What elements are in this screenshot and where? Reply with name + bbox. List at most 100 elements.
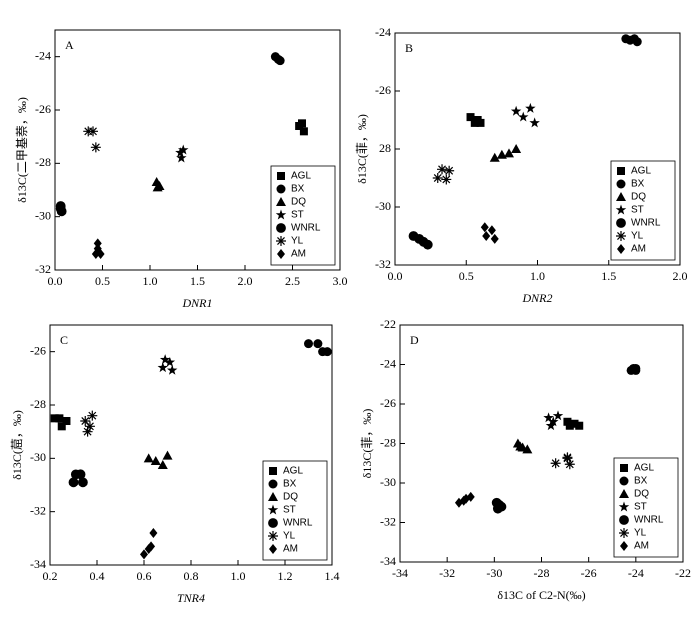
legend-marker bbox=[268, 531, 278, 541]
point bbox=[50, 414, 59, 423]
legend-marker bbox=[615, 204, 627, 215]
point bbox=[548, 416, 559, 427]
legend-marker bbox=[617, 167, 625, 175]
legend-label: WNRL bbox=[283, 518, 313, 529]
panel-label: C bbox=[60, 333, 68, 347]
y-tick-label: -32 bbox=[30, 503, 46, 517]
point bbox=[511, 144, 522, 153]
point bbox=[82, 426, 93, 437]
point bbox=[518, 111, 529, 122]
x-tick-label: -24 bbox=[628, 566, 644, 580]
legend-label: AGL bbox=[634, 463, 654, 474]
legend-label: AGL bbox=[631, 166, 651, 177]
y-tick-label: -32 bbox=[375, 257, 391, 271]
point bbox=[552, 410, 564, 421]
point bbox=[529, 117, 540, 128]
y-tick-label: -24 bbox=[375, 25, 391, 39]
legend-marker bbox=[276, 184, 286, 194]
x-tick-label: 1.2 bbox=[278, 569, 293, 583]
legend-marker bbox=[619, 528, 629, 538]
point bbox=[157, 460, 168, 469]
point bbox=[504, 148, 514, 158]
point bbox=[55, 203, 66, 214]
point bbox=[441, 174, 452, 185]
x-tick-label: 0.0 bbox=[48, 274, 63, 288]
y-tick-label: -28 bbox=[30, 397, 46, 411]
point bbox=[492, 503, 503, 514]
point bbox=[565, 421, 574, 430]
point bbox=[631, 363, 641, 373]
legend-label: YL bbox=[283, 531, 296, 542]
point bbox=[62, 417, 71, 425]
x-tick-label: 1.0 bbox=[143, 274, 158, 288]
y-tick-label: -34 bbox=[380, 554, 396, 568]
legend-marker bbox=[620, 464, 628, 472]
x-tick-label: -34 bbox=[392, 566, 408, 580]
x-tick-label: 0.6 bbox=[137, 569, 152, 583]
legend-label: ST bbox=[634, 502, 647, 513]
point bbox=[87, 410, 98, 421]
legend-marker bbox=[276, 197, 286, 206]
point bbox=[178, 144, 189, 155]
point bbox=[68, 477, 79, 488]
legend-label: DQ bbox=[631, 192, 646, 203]
x-tick-label: 0.8 bbox=[184, 569, 199, 583]
legend-marker bbox=[277, 172, 285, 180]
point bbox=[543, 412, 554, 423]
y-tick-label: -26 bbox=[380, 396, 396, 410]
y-tick-label: -28 bbox=[380, 435, 396, 449]
x-axis-label: TNR4 bbox=[177, 591, 205, 605]
legend-label: WNRL bbox=[291, 223, 321, 234]
point bbox=[510, 105, 522, 116]
x-tick-label: 0.4 bbox=[90, 569, 105, 583]
legend-marker bbox=[268, 518, 278, 528]
x-tick-label: 1.0 bbox=[530, 269, 545, 283]
point bbox=[564, 459, 575, 470]
point bbox=[140, 549, 148, 560]
point bbox=[154, 181, 165, 190]
point bbox=[298, 119, 306, 128]
x-tick-label: 0.2 bbox=[43, 569, 58, 583]
point bbox=[313, 339, 323, 349]
point bbox=[476, 118, 485, 127]
x-tick-label: -28 bbox=[534, 566, 550, 580]
legend-marker bbox=[269, 544, 277, 554]
panel-label: A bbox=[65, 38, 74, 52]
y-axis-label: δ13C(菲，‰) bbox=[360, 409, 374, 479]
legend-marker bbox=[269, 467, 277, 475]
legend-label: DQ bbox=[283, 492, 298, 503]
point bbox=[90, 142, 101, 153]
point bbox=[157, 362, 169, 373]
legend-marker bbox=[616, 218, 626, 228]
y-axis-label: δ13C(䓛，‰) bbox=[10, 410, 24, 480]
point bbox=[77, 477, 88, 488]
point bbox=[490, 233, 499, 244]
legend-label: YL bbox=[634, 528, 647, 539]
point bbox=[93, 243, 102, 254]
y-tick-label: -30 bbox=[380, 475, 396, 489]
panel-label: D bbox=[410, 333, 419, 347]
legend-label: BX bbox=[291, 184, 305, 195]
point bbox=[176, 152, 187, 163]
point bbox=[525, 102, 536, 113]
x-tick-label: 2.0 bbox=[238, 274, 253, 288]
x-tick-label: -26 bbox=[581, 566, 597, 580]
point bbox=[93, 238, 102, 249]
point bbox=[466, 491, 475, 502]
legend-label: ST bbox=[283, 505, 296, 516]
legend-label: AGL bbox=[283, 466, 303, 477]
x-tick-label: 1.0 bbox=[231, 569, 246, 583]
legend-marker bbox=[268, 492, 278, 501]
legend-marker bbox=[619, 515, 629, 525]
x-tick-label: 2.0 bbox=[673, 269, 688, 283]
point bbox=[322, 347, 332, 357]
y-axis-label: δ13C(二甲基萘，‰) bbox=[15, 97, 29, 203]
legend-label: AM bbox=[291, 249, 306, 260]
point bbox=[159, 354, 171, 365]
y-tick-label: 28 bbox=[379, 141, 391, 155]
legend-marker bbox=[268, 479, 278, 489]
legend-marker bbox=[275, 209, 287, 220]
x-tick-label: 0.5 bbox=[95, 274, 110, 288]
legend-marker bbox=[616, 179, 626, 189]
legend-marker bbox=[618, 501, 630, 512]
